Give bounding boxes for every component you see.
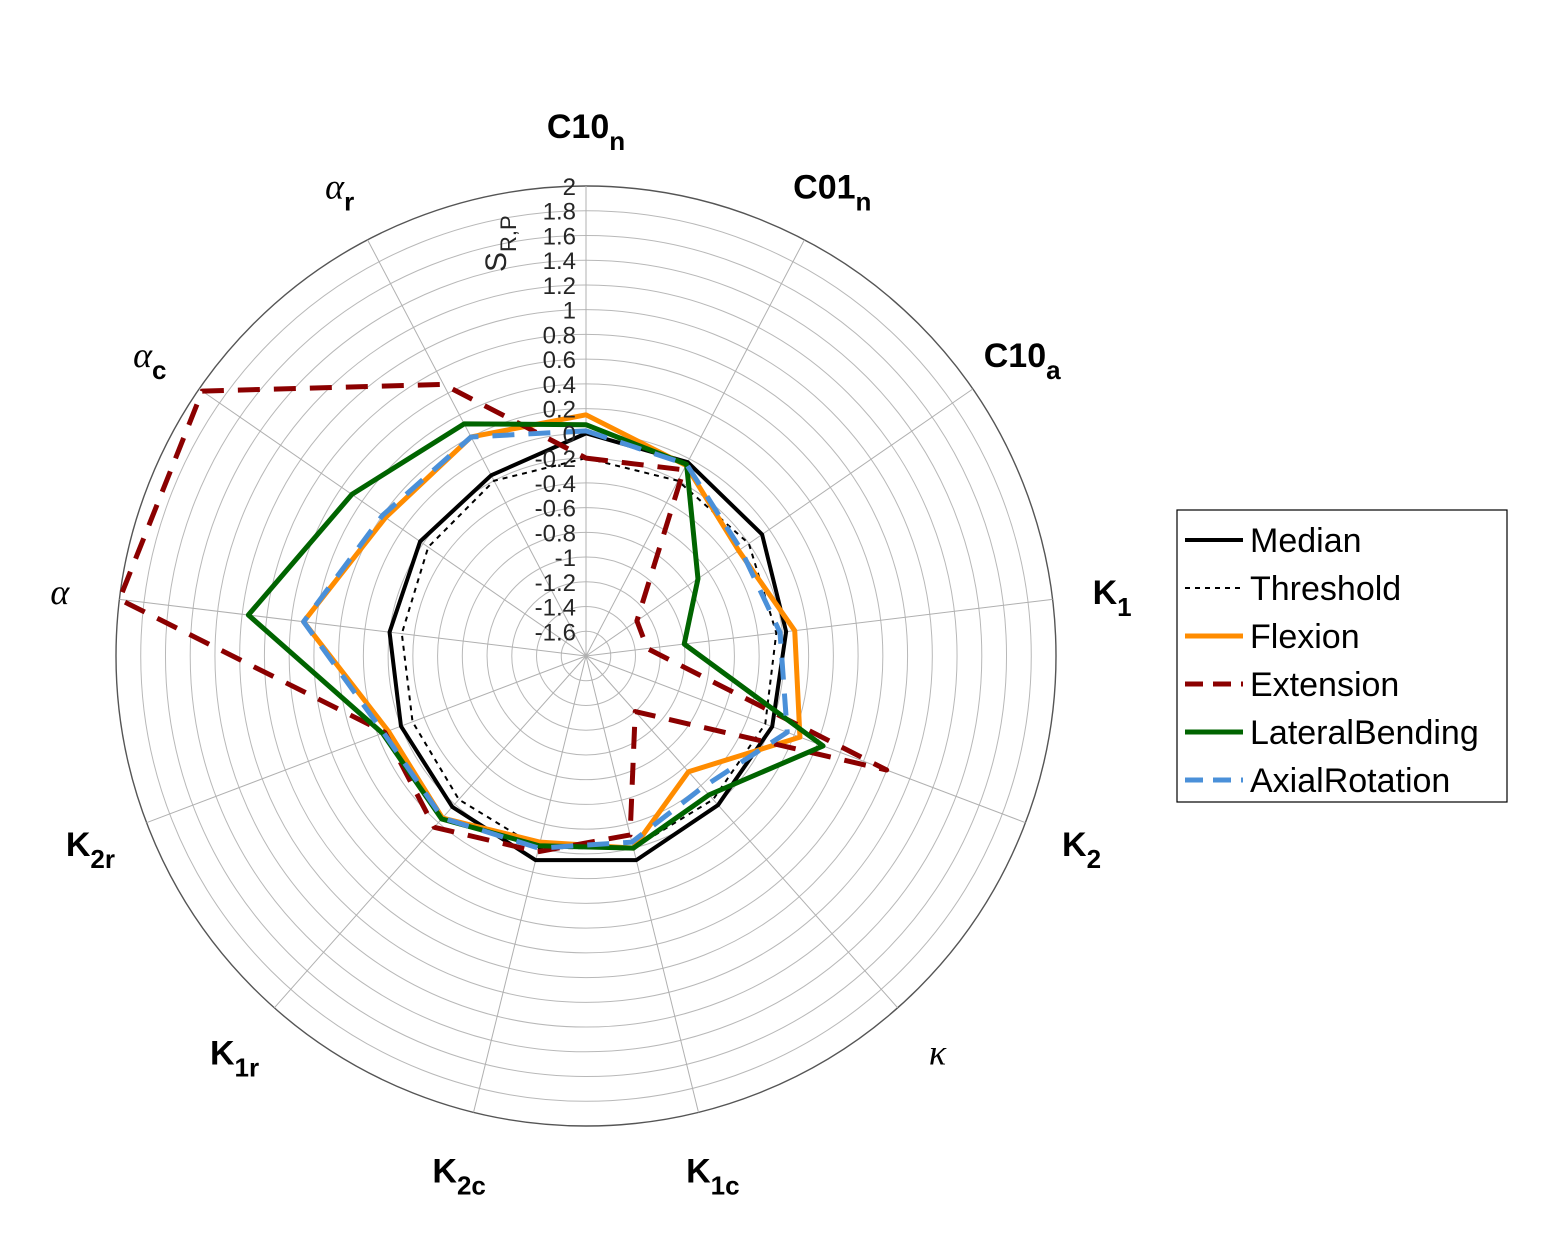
legend-box	[1176, 509, 1508, 803]
category-label-sub: 1r	[235, 1053, 260, 1083]
grid-spoke	[585, 655, 699, 1113]
category-label-main: C10	[984, 337, 1046, 375]
r-tick-label: 1.8	[543, 199, 576, 226]
r-tick-label: -0.8	[535, 520, 576, 547]
category-label: αr	[325, 167, 354, 217]
series-median-line	[387, 431, 789, 863]
r-tick-label: -0.6	[535, 496, 576, 523]
category-label: C01n	[793, 169, 871, 217]
legend-label: Threshold	[1250, 570, 1401, 608]
r-tick-label: 0.4	[543, 372, 576, 399]
grid-layer	[115, 185, 1057, 1127]
r-tick-label: -0.2	[535, 446, 576, 473]
grid-spoke	[146, 655, 587, 824]
r-tick-label: -0.4	[535, 471, 576, 498]
category-label-main: α	[325, 167, 345, 207]
grid-spoke	[119, 598, 587, 657]
r-tick-label: 0	[563, 421, 576, 448]
category-label-main: κ	[929, 1033, 947, 1073]
grid-spoke	[473, 655, 587, 1113]
category-label-main: K	[1062, 826, 1087, 864]
series-axialrotation-line	[301, 428, 790, 851]
category-label-sub: 2r	[90, 844, 115, 874]
category-label-main: K	[66, 826, 91, 864]
r-tick-label: -1.6	[535, 619, 576, 646]
grid-spoke	[585, 655, 899, 1009]
grid-spoke	[273, 655, 587, 1009]
r-tick-label: 1	[563, 298, 576, 325]
category-label-sub: a	[1046, 355, 1061, 385]
series-layer	[116, 381, 890, 863]
category-label-sub: 2	[1087, 844, 1101, 874]
category-label: K1c	[686, 1153, 739, 1201]
grid-spoke	[198, 388, 587, 657]
category-label: α	[50, 572, 70, 612]
grid-spoke	[585, 388, 974, 657]
grid-spoke	[585, 655, 1026, 824]
grid-spoke	[585, 598, 1053, 657]
category-label-main: K	[210, 1035, 235, 1073]
grid-spoke	[367, 239, 587, 657]
category-label-main: K	[686, 1153, 711, 1191]
category-label: αc	[133, 335, 166, 385]
series-threshold-line	[400, 457, 778, 850]
category-label: κ	[929, 1033, 947, 1073]
r-tick-label: 0.8	[543, 322, 576, 349]
label-layer: 21.81.61.41.210.80.60.40.20-0.2-0.4-0.6-…	[50, 108, 1131, 1201]
category-label-sub: r	[344, 187, 354, 217]
r-axis-label: SR,P	[480, 215, 521, 272]
legend-label: AxialRotation	[1250, 762, 1450, 800]
category-label: C10n	[547, 108, 625, 156]
r-axis-label-sub: R,P	[496, 215, 521, 252]
category-label-main: C10	[547, 108, 609, 146]
category-label-sub: 1c	[711, 1171, 740, 1201]
r-tick-label: 1.4	[543, 248, 576, 275]
category-label: K1r	[210, 1035, 259, 1083]
r-tick-label: 2	[563, 174, 576, 201]
legend-label: Extension	[1250, 666, 1399, 704]
category-label-sub: 1	[1117, 592, 1131, 622]
category-label: K1	[1093, 574, 1132, 622]
r-tick-label: 0.2	[543, 397, 576, 424]
r-tick-label: 1.6	[543, 223, 576, 250]
legend: Median Threshold Flexion Extension LateralBe…	[1176, 509, 1508, 803]
r-tick-label: -1.4	[535, 595, 576, 622]
category-label-sub: 2c	[457, 1171, 486, 1201]
legend-label: LateralBending	[1250, 714, 1479, 752]
category-label-sub: n	[856, 187, 872, 217]
category-label-sub: c	[152, 355, 166, 385]
legend-label: Flexion	[1250, 618, 1360, 656]
category-label: K2c	[432, 1153, 485, 1201]
r-tick-label: -1.2	[535, 570, 576, 597]
category-label-main: C01	[793, 169, 855, 207]
r-tick-label: 1.2	[543, 273, 576, 300]
category-label: K2	[1062, 826, 1101, 874]
category-label-main: K	[432, 1153, 457, 1191]
r-tick-label: -1	[555, 545, 576, 572]
series-lateralbending-line	[245, 421, 826, 851]
category-label-main: K	[1093, 574, 1118, 612]
r-axis-label-main: S	[480, 252, 513, 272]
category-label-main: α	[133, 335, 153, 375]
category-label-main: α	[50, 572, 70, 612]
legend-label: Median	[1250, 522, 1362, 560]
r-tick-label: 0.6	[543, 347, 576, 374]
grid-spoke	[585, 239, 805, 657]
series-extension-line	[116, 381, 890, 855]
category-label-sub: n	[609, 126, 625, 156]
category-label: K2r	[66, 826, 115, 874]
category-label: C10a	[984, 337, 1061, 385]
